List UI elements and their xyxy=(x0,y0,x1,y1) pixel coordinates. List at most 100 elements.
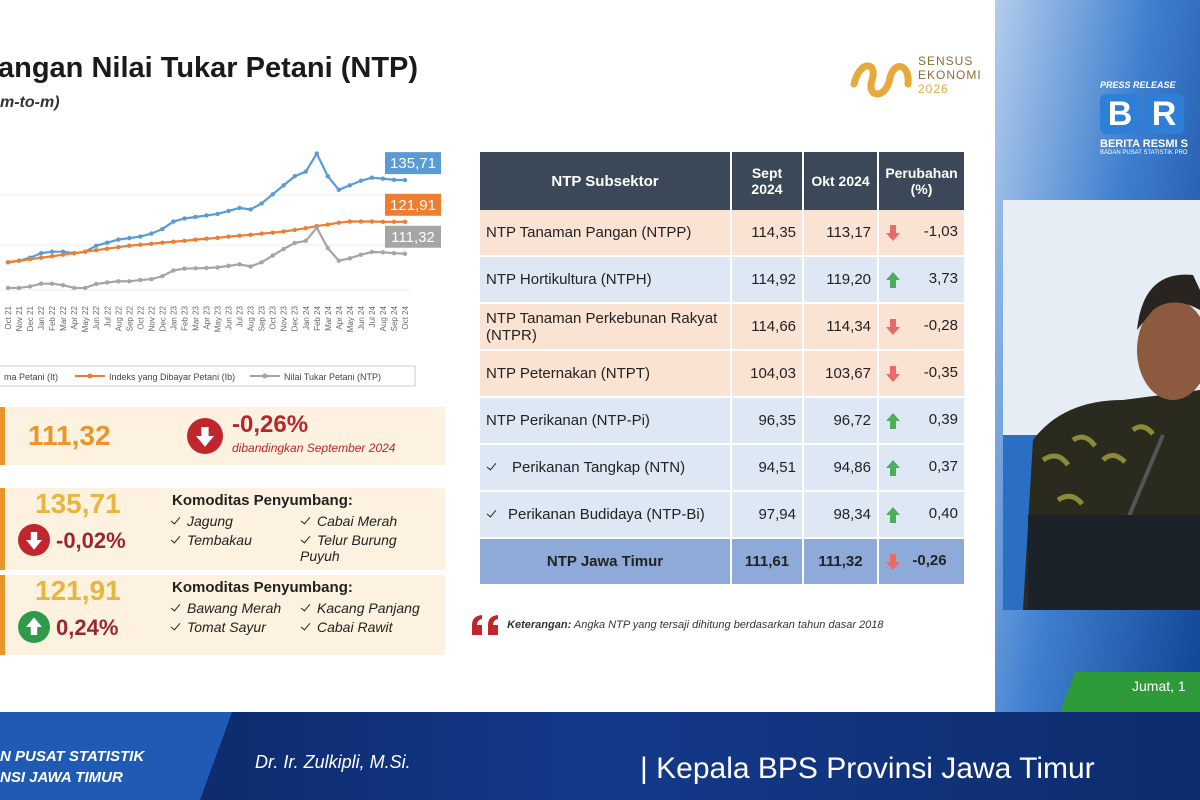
point xyxy=(193,214,198,220)
x-tick-label: Apr 22 xyxy=(70,305,79,329)
table-cell: 104,03 xyxy=(732,351,804,398)
summary-strip xyxy=(0,575,5,655)
point xyxy=(248,264,253,269)
point xyxy=(292,174,297,179)
point xyxy=(336,220,342,225)
x-tick-label: Oct 23 xyxy=(269,305,278,329)
legend-swatch-dot xyxy=(262,373,268,379)
point xyxy=(347,219,353,224)
point xyxy=(369,219,375,224)
org-line: NSI JAWA TIMUR xyxy=(0,769,123,786)
table-cell: NTP Jawa Timur xyxy=(480,539,732,586)
x-tick-label: Feb 24 xyxy=(313,305,322,330)
check-icon xyxy=(300,620,311,631)
point xyxy=(325,245,331,251)
x-tick-label: Aug 22 xyxy=(114,305,123,331)
note-label: Keterangan: xyxy=(507,618,572,631)
table-cell: NTP Perikanan (NTP-Pi) xyxy=(480,398,732,445)
cell-text: 113,17 xyxy=(826,224,871,241)
x-tick-label: Apr 24 xyxy=(335,305,344,329)
table-cell: 94,51 xyxy=(732,445,804,492)
commodity-name: Tembakau xyxy=(187,532,252,548)
point xyxy=(303,169,308,174)
point xyxy=(60,249,66,254)
point xyxy=(193,266,198,271)
point xyxy=(292,240,297,246)
point xyxy=(204,213,209,218)
x-tick-label: Mar 22 xyxy=(59,305,68,330)
point xyxy=(149,276,154,282)
point xyxy=(325,222,331,227)
x-tick-label: Oct 22 xyxy=(136,305,145,329)
cell-text: 98,34 xyxy=(833,506,871,523)
table-cell: 0,39 xyxy=(879,398,966,445)
cell-text: 0,37 xyxy=(928,458,958,475)
speaker-video xyxy=(1003,200,1200,610)
x-tick-label: May 23 xyxy=(214,305,223,332)
cell-text: 96,35 xyxy=(758,412,796,429)
note: Keterangan: Angka NTP yang tersaji dihit… xyxy=(470,613,884,637)
table-cell: Perikanan Tangkap (NTN) xyxy=(480,445,732,492)
point xyxy=(215,211,220,217)
table-cell: 114,35 xyxy=(732,210,804,257)
summary-value: 111,32 xyxy=(28,420,111,451)
summary-heading: Komoditas Penyumbang: xyxy=(172,579,353,596)
point xyxy=(369,175,375,180)
point xyxy=(358,219,364,224)
point xyxy=(259,260,264,265)
cell-text: -0,26 xyxy=(912,552,947,569)
x-tick-label: Jan 22 xyxy=(37,305,46,330)
point xyxy=(380,176,386,181)
point xyxy=(182,216,187,221)
x-tick-label: Dec 23 xyxy=(291,305,300,331)
cell-text: Perikanan Budidaya (NTP-Bi) xyxy=(508,506,705,523)
cell-text: -0,28 xyxy=(923,317,958,334)
point xyxy=(127,279,132,284)
commodity-name: Kacang Panjang xyxy=(317,600,420,616)
point xyxy=(237,205,242,211)
point xyxy=(391,251,397,256)
point xyxy=(215,235,220,241)
point xyxy=(160,273,165,279)
change-arrow xyxy=(886,319,900,335)
quote-icon xyxy=(472,615,498,635)
point xyxy=(248,207,253,212)
x-tick-label: Sep 23 xyxy=(258,305,267,331)
point xyxy=(391,177,397,183)
commodity: Bawang Merah xyxy=(170,600,300,616)
point xyxy=(5,260,11,265)
change-arrow xyxy=(886,507,900,523)
x-tick-label: Apr 23 xyxy=(203,305,212,329)
table-cell: 103,67 xyxy=(804,351,879,398)
point xyxy=(60,252,66,257)
value-label-box xyxy=(385,193,441,216)
table-cell: -0,28 xyxy=(879,304,966,351)
point xyxy=(171,239,176,244)
point xyxy=(193,237,198,242)
table-cell: 98,34 xyxy=(804,492,879,539)
speaker-role: | Kepala BPS Provinsi Jawa Timur xyxy=(640,752,1095,785)
commodity: Jagung xyxy=(170,513,300,529)
cell-text: -1,03 xyxy=(923,223,958,240)
name-banner: N PUSAT STATISTIK NSI JAWA TIMUR Dr. Ir.… xyxy=(0,712,1200,800)
slide: angan Nilai Tukar Petani (NTP) m-to-m) S… xyxy=(0,52,981,655)
table-cell: NTP Hortikultura (NTPH) xyxy=(480,257,732,304)
point xyxy=(303,225,308,231)
change-arrow xyxy=(886,366,900,382)
brs-name: BERITA RESMI S xyxy=(1100,138,1189,150)
table-row: NTP Tanaman Pangan (NTPP) 114,35 113,17 -1,… xyxy=(480,210,966,257)
cell-text: 103,67 xyxy=(825,365,871,382)
point xyxy=(16,285,22,291)
table-row: NTP Perikanan (NTP-Pi) 96,35 96,72 0,39 xyxy=(480,398,966,445)
point xyxy=(82,249,88,254)
table-row: Perikanan Budidaya (NTP-Bi) 97,94 98,34 0,4… xyxy=(480,492,966,539)
point xyxy=(71,251,77,256)
summary-note: dibandingkan September 2024 xyxy=(232,441,396,455)
point xyxy=(71,285,77,291)
check-icon xyxy=(300,601,311,612)
point xyxy=(347,183,353,188)
point xyxy=(116,279,121,284)
cell-text: -0,35 xyxy=(923,364,958,381)
